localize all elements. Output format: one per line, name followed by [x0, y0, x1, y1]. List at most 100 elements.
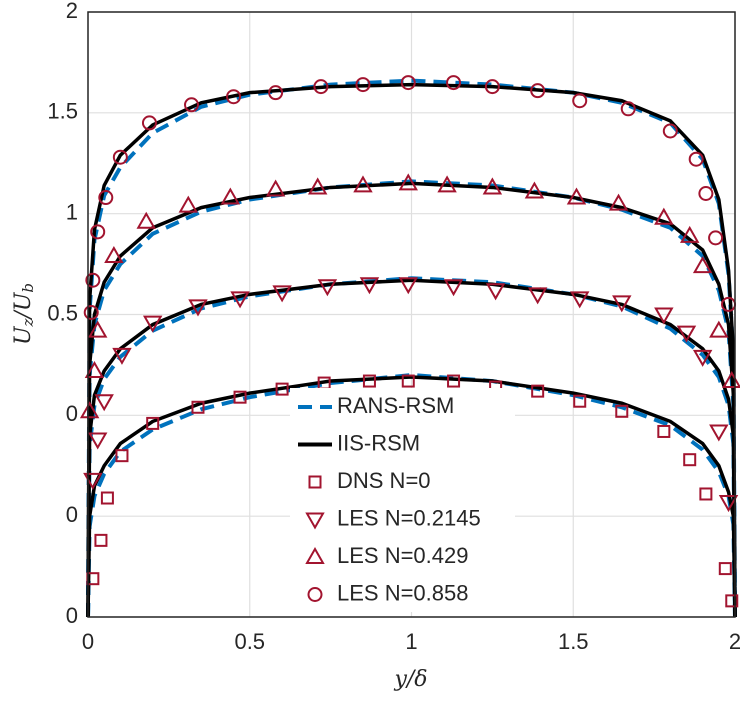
marker — [353, 175, 373, 193]
series-5 — [83, 75, 737, 320]
marker — [136, 211, 156, 229]
marker — [188, 299, 208, 317]
marker — [654, 307, 674, 325]
marker — [676, 325, 697, 343]
marker — [275, 382, 289, 396]
x-axis-label: y/δ — [393, 667, 427, 692]
series-3 — [83, 277, 739, 513]
marker — [398, 277, 418, 295]
series-4 — [79, 173, 740, 419]
marker — [657, 424, 671, 438]
marker — [307, 177, 328, 195]
marker — [482, 177, 503, 195]
legend-box — [290, 388, 515, 612]
marker — [83, 304, 99, 320]
marker — [313, 79, 329, 95]
legend-label: RANS-RSM — [337, 393, 454, 418]
marker — [100, 491, 114, 505]
marker — [115, 449, 129, 463]
marker — [446, 75, 462, 91]
marker — [233, 390, 247, 404]
marker — [79, 401, 100, 419]
marker — [307, 587, 323, 602]
marker — [530, 83, 546, 99]
legend-label: DNS N=0 — [337, 468, 431, 493]
marker — [679, 225, 700, 243]
marker — [317, 279, 338, 297]
marker — [142, 315, 163, 333]
y-tick-label: 0 — [66, 401, 78, 426]
marker — [722, 371, 740, 389]
marker — [620, 101, 636, 117]
marker — [146, 416, 160, 430]
marker — [401, 374, 415, 388]
marker — [572, 93, 588, 109]
marker — [688, 151, 704, 167]
marker — [654, 207, 674, 225]
marker — [87, 432, 108, 450]
marker — [612, 295, 632, 313]
marker — [484, 79, 500, 95]
marker — [355, 77, 371, 93]
x-tick-label: 1 — [405, 629, 417, 654]
marker — [718, 495, 739, 513]
line — [86, 82, 737, 618]
marker — [226, 89, 242, 105]
y-tick-label: 0 — [66, 502, 78, 527]
marker — [308, 475, 322, 489]
marker — [573, 394, 587, 408]
marker — [615, 404, 629, 418]
marker — [220, 187, 241, 205]
marker — [83, 472, 103, 490]
marker — [527, 287, 548, 305]
marker — [447, 374, 461, 388]
marker — [112, 347, 132, 365]
marker — [87, 320, 108, 338]
marker — [708, 230, 724, 246]
marker — [184, 97, 200, 113]
x-tick-label: 2 — [729, 629, 740, 654]
marker — [112, 149, 128, 165]
marker — [141, 115, 157, 131]
y-axis-label: Uz/Ub — [11, 283, 37, 345]
marker — [305, 512, 325, 530]
y-tick-label: 0 — [66, 603, 78, 628]
marker — [531, 384, 545, 398]
marker — [98, 190, 114, 206]
marker — [699, 487, 713, 501]
marker — [85, 272, 101, 288]
marker — [94, 394, 114, 412]
marker — [191, 400, 205, 414]
marker — [608, 193, 629, 211]
y-tick-label: 2 — [66, 0, 78, 23]
marker — [443, 279, 464, 297]
y-tick-label: 1.5 — [47, 99, 78, 124]
x-tick-label: 1.5 — [558, 629, 589, 654]
marker — [230, 291, 250, 309]
legend-label: IIS-RSM — [337, 430, 420, 455]
marker — [692, 349, 713, 367]
legend-label: LES N=0.2145 — [337, 505, 481, 530]
series-1 — [86, 82, 737, 618]
marker — [725, 594, 739, 608]
marker — [305, 546, 325, 564]
marker — [268, 85, 284, 101]
marker — [709, 424, 729, 442]
line — [86, 278, 737, 618]
marker — [692, 256, 713, 274]
marker — [569, 291, 590, 309]
legend: RANS-RSM IIS-RSM DNS N=0 LES N=0.2145 LES N=… — [290, 388, 515, 612]
plot-border — [87, 11, 736, 618]
line — [86, 372, 737, 618]
marker — [90, 224, 106, 240]
line — [86, 181, 737, 618]
marker — [485, 283, 506, 301]
marker — [662, 123, 678, 139]
marker — [178, 195, 199, 213]
x-tick-label: 0 — [82, 629, 94, 654]
line — [86, 375, 737, 618]
marker — [94, 533, 108, 547]
y-tick-label: 0.5 — [47, 300, 78, 325]
marker — [524, 181, 545, 199]
